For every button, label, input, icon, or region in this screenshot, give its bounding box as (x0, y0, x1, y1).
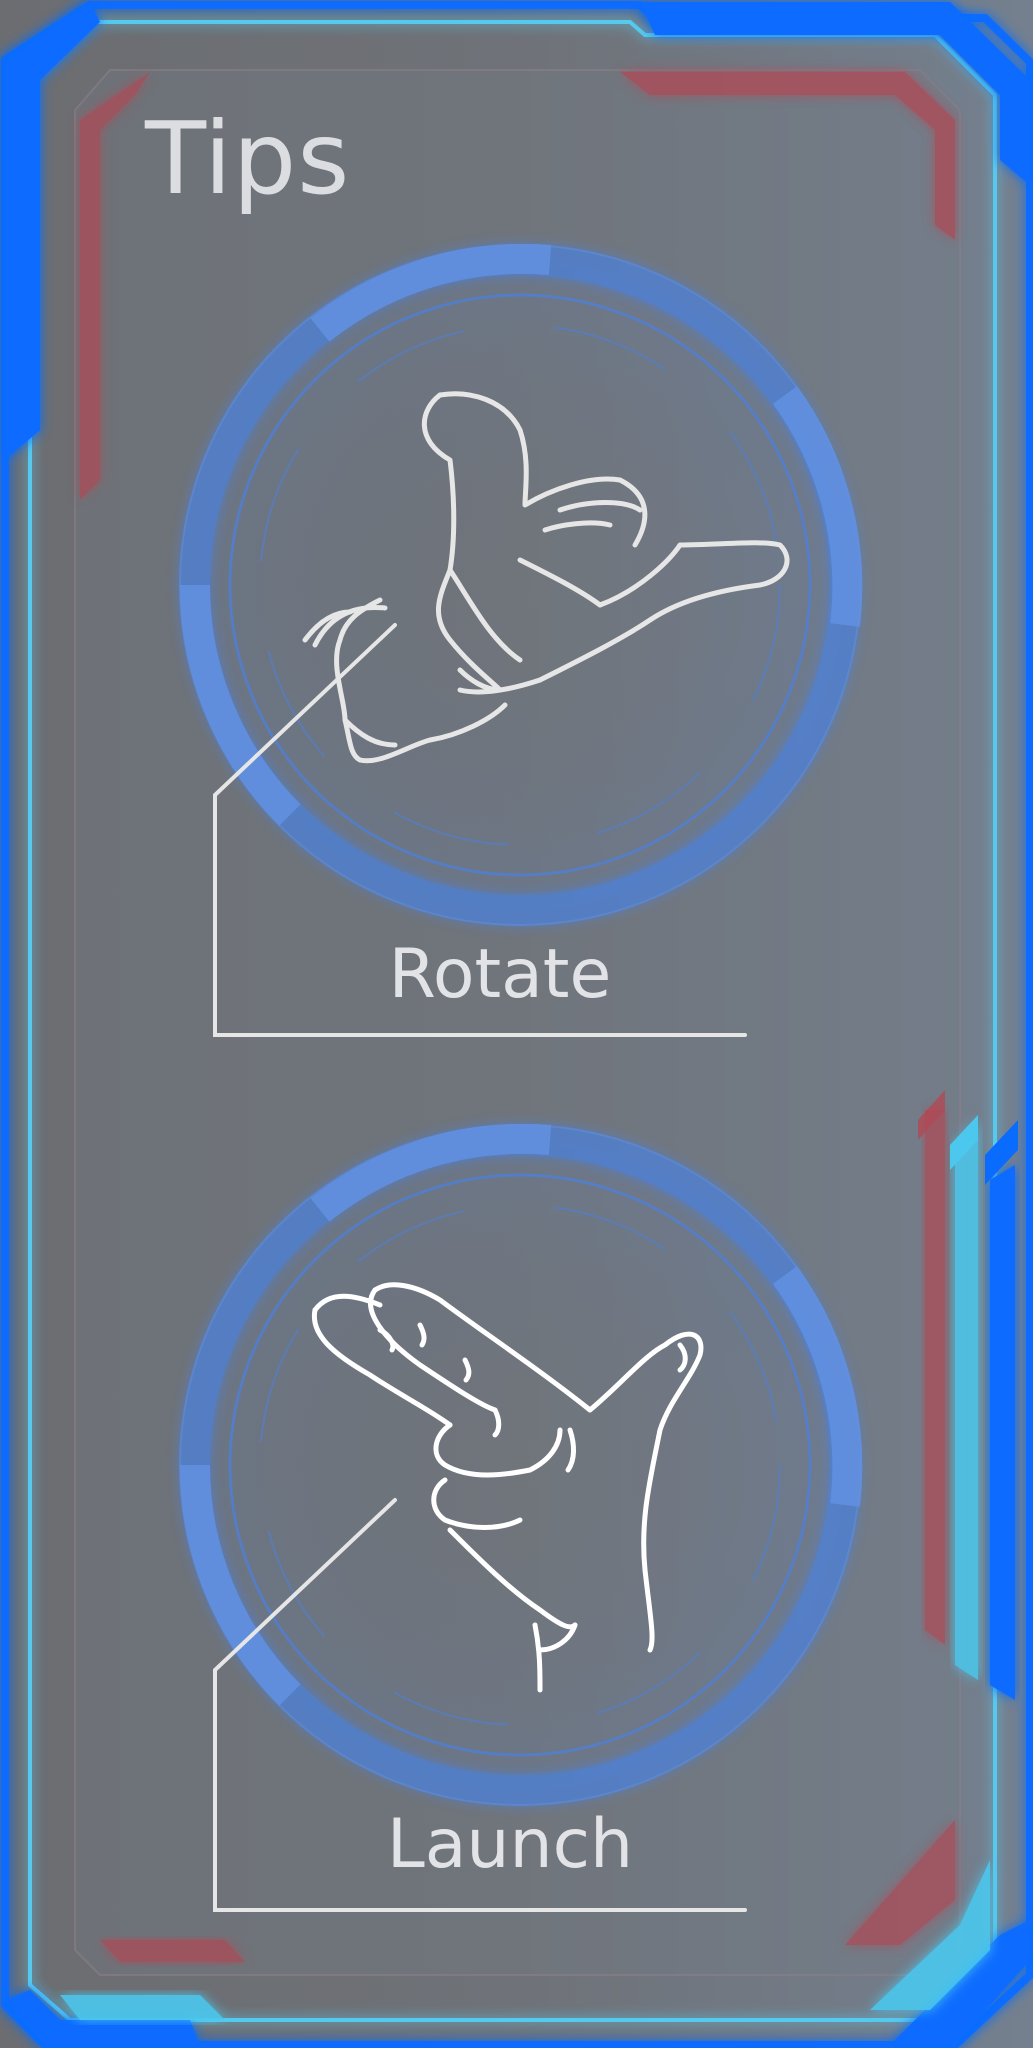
right-tick-cyan (950, 1115, 978, 1170)
right-bar-cyan (955, 1120, 978, 1680)
corner-bottom-left-cyan (60, 1995, 225, 2020)
thumb-pinky-hand-icon (302, 391, 790, 764)
right-bar-blue (990, 1165, 1015, 1700)
red-accent-top-right (620, 72, 955, 240)
rotate-callout-line (213, 623, 747, 1037)
tip-label-launch: Launch (386, 1805, 634, 1884)
red-accent-top-left (80, 72, 150, 500)
corner-bottom-right-cyan (870, 1860, 990, 2010)
rotate-ring (179, 243, 863, 926)
corner-top-left (5, 2, 100, 460)
launch-ring (179, 1123, 863, 1806)
right-bar-red (925, 1110, 945, 1645)
corner-top-right (640, 2, 1030, 185)
panel-title: Tips (145, 100, 351, 217)
finger-gun-hand-icon (311, 1282, 704, 1693)
red-accent-bottom-right (845, 1820, 955, 1945)
launch-callout-line (213, 1498, 747, 1912)
right-tick-red (918, 1090, 945, 1140)
corner-bottom-right (890, 1920, 1030, 2045)
corner-bottom-left (5, 1990, 200, 2045)
red-accent-bottom-left (100, 1940, 245, 1962)
tip-label-rotate: Rotate (388, 935, 612, 1014)
right-tick-blue (985, 1120, 1018, 1185)
